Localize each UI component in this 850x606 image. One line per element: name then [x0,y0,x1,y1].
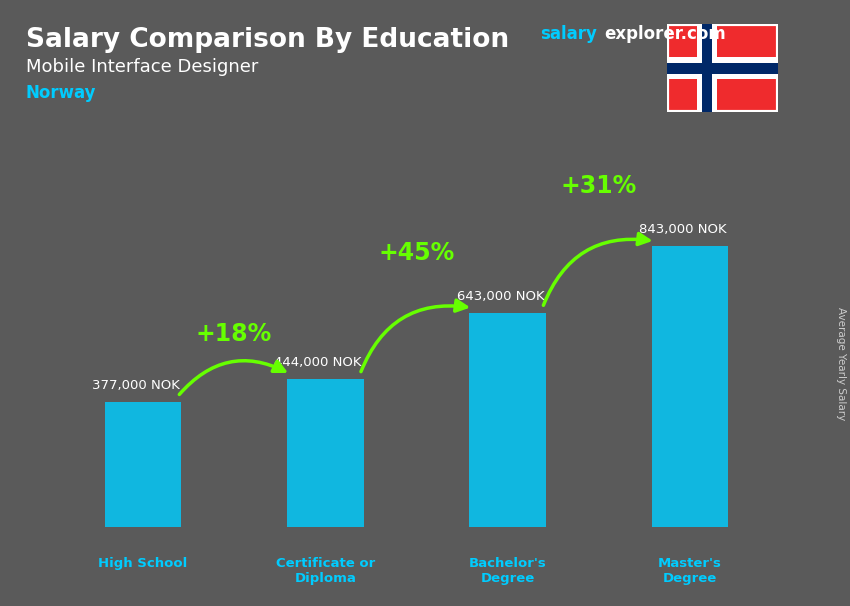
Text: Certificate or
Diploma: Certificate or Diploma [275,558,375,585]
Bar [105,402,181,527]
Text: +31%: +31% [561,174,637,198]
Text: 643,000 NOK: 643,000 NOK [456,290,544,303]
Text: High School: High School [99,558,188,570]
Text: 377,000 NOK: 377,000 NOK [92,379,179,391]
Bar [702,24,712,112]
Bar [667,57,778,79]
Bar [652,246,728,527]
Text: salary: salary [540,25,597,44]
Bar [469,313,546,527]
Text: +45%: +45% [378,241,455,265]
Text: Norway: Norway [26,84,96,102]
Bar [287,379,364,527]
Text: 444,000 NOK: 444,000 NOK [275,356,362,369]
FancyArrowPatch shape [179,361,285,395]
Text: Salary Comparison By Education: Salary Comparison By Education [26,27,508,53]
FancyArrowPatch shape [361,300,467,371]
Text: Bachelor's
Degree: Bachelor's Degree [469,558,547,585]
Bar [667,62,778,74]
Text: Master's
Degree: Master's Degree [658,558,722,585]
Bar [697,24,717,112]
Text: explorer.com: explorer.com [604,25,726,44]
Text: Mobile Interface Designer: Mobile Interface Designer [26,58,258,76]
Text: 843,000 NOK: 843,000 NOK [639,223,727,236]
Text: +18%: +18% [196,322,272,347]
Text: Average Yearly Salary: Average Yearly Salary [836,307,846,420]
FancyArrowPatch shape [543,233,649,305]
